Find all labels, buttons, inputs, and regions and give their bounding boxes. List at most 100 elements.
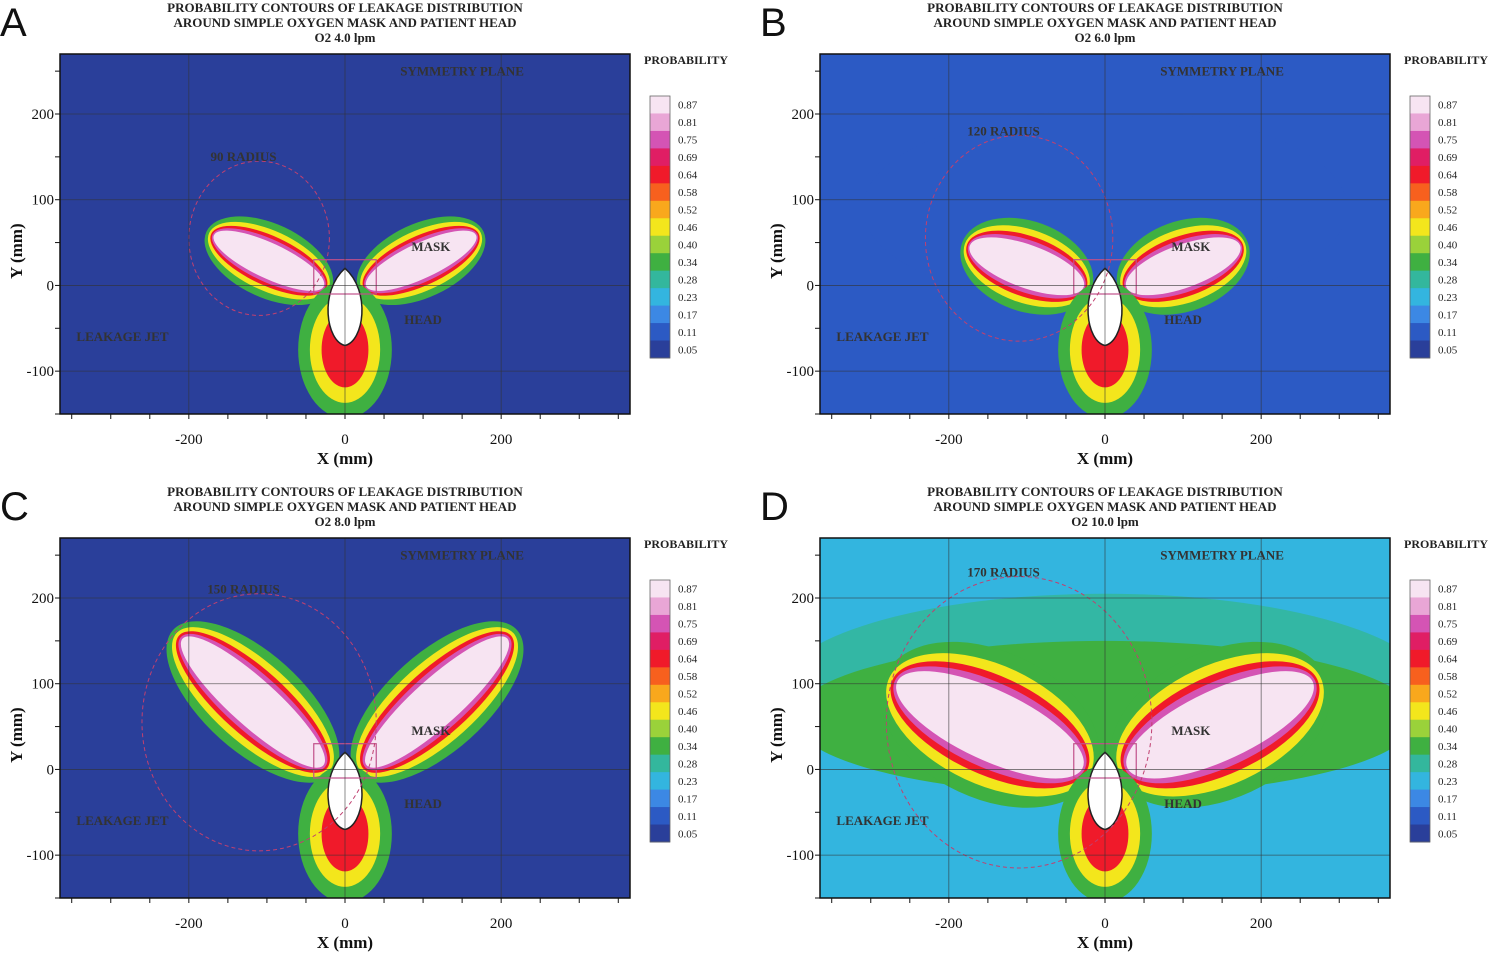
y-tick-label: 200 (32, 591, 55, 607)
colorbar-tick-label: 0.52 (678, 689, 697, 701)
y-tick-label: 200 (792, 591, 815, 607)
colorbar-swatch (1410, 807, 1430, 826)
colorbar-tick-label: 0.69 (1438, 152, 1458, 164)
colorbar-swatch (650, 165, 670, 184)
colorbar-swatch (1410, 649, 1430, 668)
chart-title-line: AROUND SIMPLE OXYGEN MASK AND PATIENT HE… (173, 499, 516, 514)
colorbar-swatch (650, 200, 670, 219)
colorbar-tick-label: 0.23 (678, 292, 698, 304)
colorbar-swatch (1410, 96, 1430, 114)
annotation-label: LEAKAGE JET (836, 813, 928, 828)
annotation-label: MASK (411, 723, 451, 738)
colorbar-swatch (650, 288, 670, 307)
x-tick-label: -200 (175, 432, 203, 448)
x-axis-label: X (mm) (1077, 933, 1133, 952)
colorbar-tick-label: 0.34 (678, 741, 698, 753)
colorbar-tick-label: 0.81 (678, 601, 697, 613)
colorbar-tick-label: 0.17 (678, 309, 698, 321)
colorbar-tick-label: 0.52 (1438, 689, 1457, 701)
panel-d: D PROBABILITY CONTOURS OF LEAKAGE DISTRIB… (760, 484, 1500, 963)
y-tick-label: -100 (787, 364, 815, 380)
colorbar-tick-label: 0.64 (1438, 170, 1458, 182)
annotation-label: LEAKAGE JET (836, 329, 928, 344)
chart-svg: B PROBABILITY CONTOURS OF LEAKAGE DISTRIB… (760, 0, 1488, 468)
colorbar-tick-label: 0.05 (1438, 828, 1458, 840)
x-axis-label: X (mm) (317, 449, 373, 468)
colorbar-tick-label: 0.75 (1438, 135, 1458, 147)
colorbar-tick-label: 0.46 (1438, 222, 1458, 234)
chart-title-line: O2 10.0 lpm (1071, 514, 1139, 529)
colorbar-swatch (650, 183, 670, 202)
colorbar-tick-label: 0.69 (678, 636, 698, 648)
annotation-label: MASK (1171, 239, 1211, 254)
panel-c: C PROBABILITY CONTOURS OF LEAKAGE DISTRIB… (0, 484, 750, 963)
y-tick-label: 100 (792, 677, 815, 693)
x-tick-label: -200 (175, 916, 203, 932)
annotation-label: HEAD (1164, 312, 1202, 327)
colorbar-frame (649, 95, 671, 359)
panel-a: A PROBABILITY CONTOURS OF LEAKAGE DISTRIB… (0, 0, 750, 479)
panel-letter: B (760, 1, 787, 45)
chart-title-line: PROBABILITY CONTOURS OF LEAKAGE DISTRIBU… (927, 0, 1283, 15)
colorbar-swatch (650, 789, 670, 808)
colorbar-tick-label: 0.52 (678, 205, 697, 217)
annotation-label: 90 RADIUS (210, 149, 276, 164)
y-tick-label: 0 (807, 762, 815, 778)
colorbar-tick-label: 0.40 (678, 239, 698, 251)
colorbar-tick-label: 0.23 (1438, 776, 1458, 788)
colorbar-tick-label: 0.64 (678, 170, 698, 182)
x-tick-label: -200 (935, 432, 963, 448)
colorbar-swatch (1410, 148, 1430, 167)
colorbar-tick-label: 0.46 (678, 222, 698, 234)
colorbar-tick-label: 0.34 (1438, 741, 1458, 753)
colorbar-title: PROBABILITY (1404, 53, 1488, 67)
y-tick-label: 200 (792, 107, 815, 123)
colorbar-tick-label: 0.28 (1438, 758, 1458, 770)
radius-circle (141, 593, 377, 852)
colorbar-tick-label: 0.11 (678, 811, 697, 823)
y-axis-label: Y (mm) (767, 707, 786, 763)
colorbar-tick-label: 0.11 (678, 327, 697, 339)
colorbar-swatch (1410, 824, 1430, 843)
jet-contour (180, 636, 326, 768)
y-tick-label: 200 (32, 107, 55, 123)
colorbar-tick-label: 0.58 (678, 187, 698, 199)
annotation-label: HEAD (404, 312, 442, 327)
colorbar-swatch (650, 702, 670, 721)
colorbar-swatch (650, 597, 670, 616)
y-tick-label: 100 (32, 193, 55, 209)
annotation-label: SYMMETRY PLANE (400, 63, 524, 78)
x-tick-label: 200 (1250, 432, 1273, 448)
colorbar-tick-label: 0.64 (678, 654, 698, 666)
x-tick-label: 0 (341, 916, 349, 932)
colorbar-swatch (650, 235, 670, 254)
colorbar-swatch (650, 323, 670, 342)
colorbar-swatch (650, 614, 670, 633)
colorbar-tick-label: 0.40 (1438, 239, 1458, 251)
colorbar-swatch (650, 667, 670, 686)
colorbar-tick-label: 0.81 (678, 117, 697, 129)
jet-contour (969, 237, 1085, 296)
colorbar-swatch (650, 649, 670, 668)
jet-contour (1126, 671, 1314, 779)
chart-title-line: PROBABILITY CONTOURS OF LEAKAGE DISTRIBU… (167, 0, 523, 15)
chart-title-line: AROUND SIMPLE OXYGEN MASK AND PATIENT HE… (173, 15, 516, 30)
y-axis-label: Y (mm) (7, 707, 26, 763)
colorbar-swatch (1410, 580, 1430, 598)
y-tick-label: -100 (27, 848, 55, 864)
radius-circle (924, 134, 1114, 342)
colorbar-swatch (1410, 218, 1430, 237)
y-axis-label: Y (mm) (7, 223, 26, 279)
chart-title-line: O2 8.0 lpm (314, 514, 375, 529)
annotation-label: 150 RADIUS (207, 582, 280, 597)
annotation-label: HEAD (404, 796, 442, 811)
colorbar-tick-label: 0.87 (1438, 584, 1458, 596)
colorbar-swatch (1410, 772, 1430, 791)
colorbar-swatch (1410, 684, 1430, 703)
colorbar-swatch (650, 253, 670, 272)
colorbar-swatch (650, 270, 670, 289)
annotation-label: SYMMETRY PLANE (1160, 547, 1284, 562)
colorbar-tick-label: 0.11 (1438, 327, 1457, 339)
x-tick-label: -200 (935, 916, 963, 932)
jet-contour (1125, 237, 1241, 296)
